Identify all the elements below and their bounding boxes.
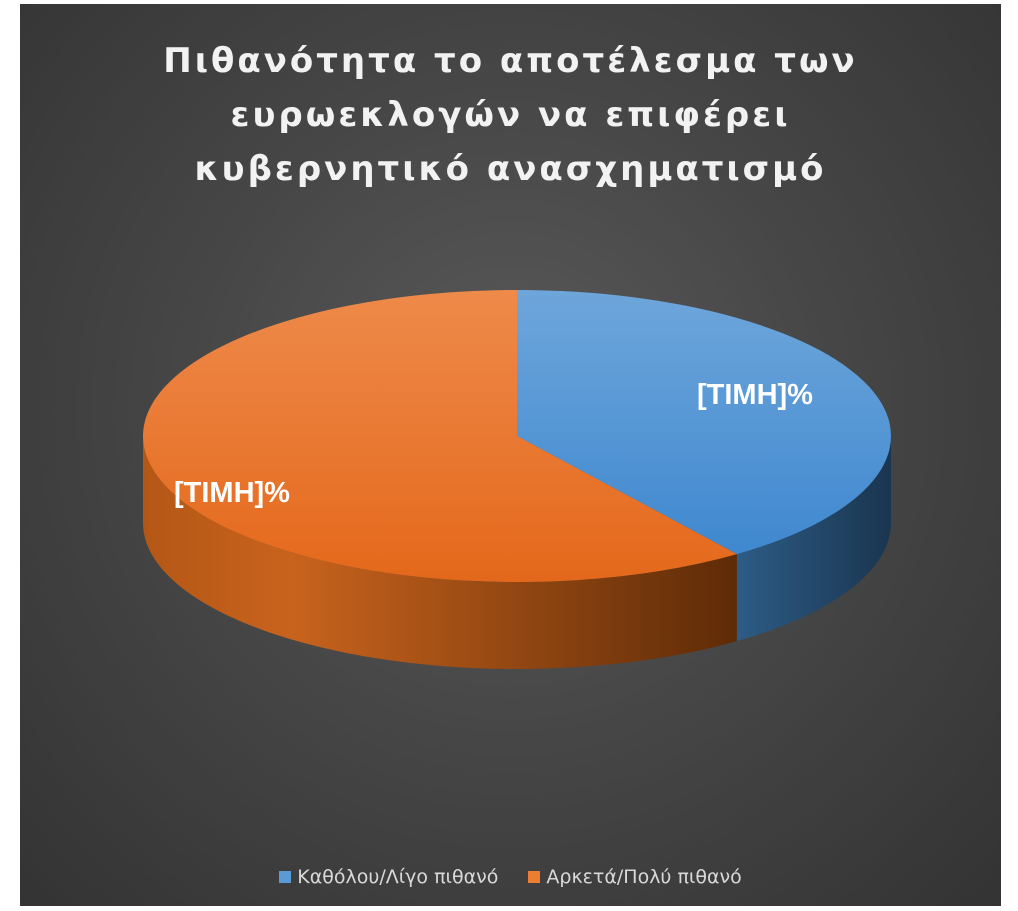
legend-swatch-1 (279, 871, 292, 883)
data-label-slice-2: [ΤΙΜΗ]% (174, 477, 290, 509)
legend-swatch-2 (528, 871, 541, 883)
pie-side-slice-1 (736, 436, 891, 642)
legend: Καθόλου/Λίγο πιθανό Αρκετά/Πολύ πιθανό (20, 866, 1001, 888)
legend-item-1: Καθόλου/Λίγο πιθανό (279, 866, 498, 888)
chart-title-line-2: ευρωεκλογών να επιφέρει (230, 95, 791, 135)
chart-title-line-3: κυβερνητικό ανασχηματισμό (194, 149, 827, 189)
pie-slices (142, 290, 891, 669)
chart-title-line-1: Πιθανότητα το αποτέλεσμα των (163, 41, 858, 81)
pie-chart: [ΤΙΜΗ]% [ΤΙΜΗ]% (142, 290, 891, 669)
pie-slice-1 (517, 290, 891, 555)
pie-side-slice-2 (143, 436, 737, 669)
legend-label-2: Αρκετά/Πολύ πιθανό (546, 866, 742, 888)
legend-label-1: Καθόλου/Λίγο πιθανό (297, 866, 499, 888)
chart-title: Πιθανότητα το αποτέλεσμα των ευρωεκλογών… (20, 34, 1001, 196)
chart-area: Πιθανότητα το αποτέλεσμα των ευρωεκλογών… (20, 4, 1001, 906)
legend-item-2: Αρκετά/Πολύ πιθανό (528, 866, 742, 888)
data-label-slice-1: [ΤΙΜΗ]% (697, 379, 813, 411)
pie-slice-2 (142, 290, 737, 582)
